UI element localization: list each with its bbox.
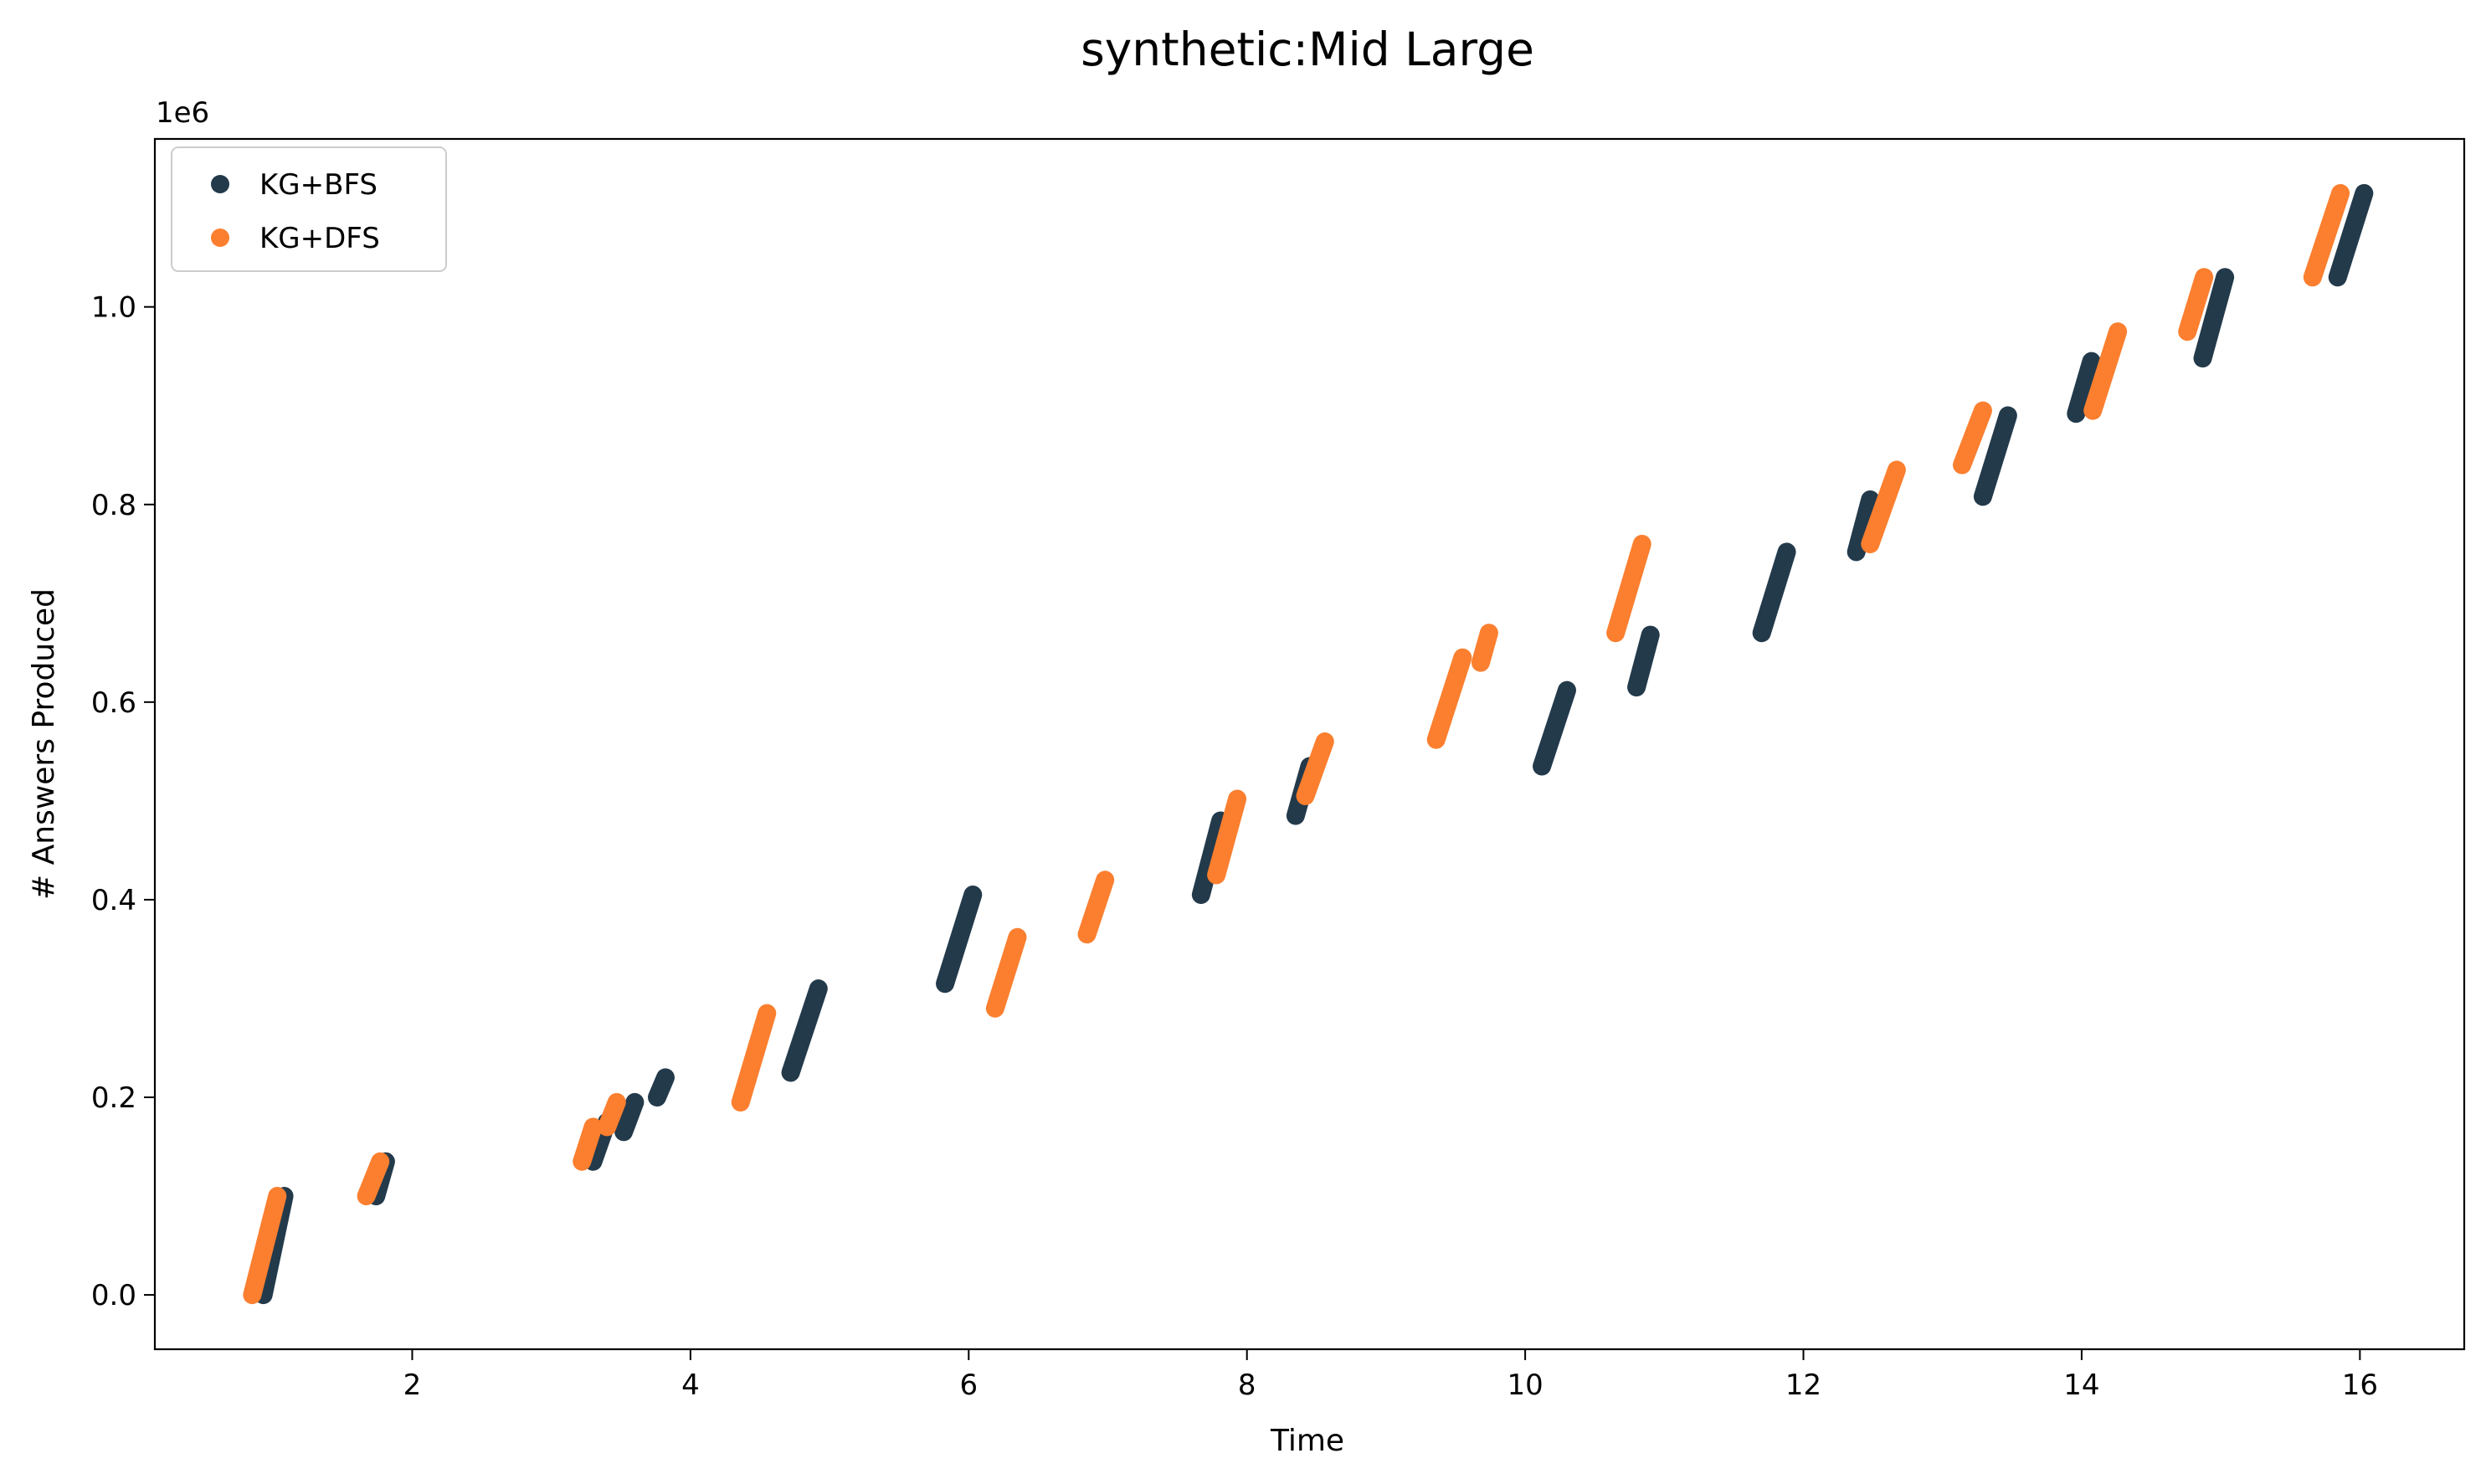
x-tick-label: 16 [2342, 1368, 2378, 1402]
x-axis-ticks: 2 4 6 8 10 12 14 16 [403, 1349, 2378, 1402]
legend: KG+BFS KG+DFS [171, 146, 447, 272]
data-point-run [1191, 811, 1230, 905]
series-kg-dfs [243, 183, 2350, 1305]
x-tick-label: 4 [681, 1368, 700, 1402]
y-axis-ticks: 0.0 0.2 0.4 0.6 0.8 1.0 [91, 291, 155, 1312]
data-point-run [2303, 183, 2350, 287]
data-point-run [1606, 534, 1651, 643]
data-point-run [1973, 406, 2017, 506]
data-point-run [1471, 624, 1498, 672]
plot-area [153, 137, 2466, 1351]
legend-label-kg-dfs: KG+DFS [259, 222, 380, 255]
y-axis-label: # Answers Produced [27, 588, 61, 900]
y-tick-label: 0.0 [91, 1279, 136, 1312]
y-tick-label: 0.8 [91, 489, 136, 522]
data-point-run [936, 886, 983, 994]
data-point-run [357, 1152, 390, 1206]
data-point-run [2328, 183, 2374, 287]
legend-marker-kg-dfs [211, 229, 229, 247]
x-tick-label: 12 [1785, 1368, 1821, 1402]
data-point-run [2193, 268, 2235, 368]
legend-box [171, 146, 447, 272]
y-axis-offset-label: 1e6 [156, 96, 209, 130]
chart-title: synthetic:Mid Large [1081, 23, 1534, 76]
data-point-run [1752, 542, 1796, 643]
data-point-run [985, 927, 1027, 1018]
x-tick-label: 14 [2063, 1368, 2099, 1402]
data-point-run [1296, 732, 1334, 805]
x-tick-label: 8 [1238, 1368, 1256, 1402]
data-point-run [614, 1092, 645, 1142]
y-tick-label: 0.2 [91, 1081, 136, 1115]
data-point-run [2067, 352, 2101, 424]
data-point-run [598, 1092, 626, 1137]
axes-frame [153, 137, 2466, 1351]
data-point-run [1077, 870, 1115, 944]
data-point-run [573, 1117, 603, 1171]
data-point-run [647, 1068, 675, 1107]
y-tick-label: 1.0 [91, 291, 136, 325]
data-point-run [1953, 401, 1992, 475]
data-point-run [781, 979, 828, 1082]
data-point-run [2178, 268, 2214, 341]
y-tick-label: 0.4 [91, 884, 136, 917]
data-point-run [2083, 322, 2128, 420]
x-axis-label: Time [1270, 1424, 1344, 1458]
legend-marker-kg-bfs [211, 175, 229, 193]
data-point-run [1426, 648, 1472, 749]
x-tick-label: 6 [959, 1368, 978, 1402]
legend-label-kg-bfs: KG+BFS [259, 168, 378, 202]
x-tick-label: 2 [403, 1368, 422, 1402]
data-point-run [731, 1004, 777, 1112]
data-point-run [1847, 490, 1880, 562]
data-point-run [1627, 625, 1660, 697]
data-point-run [1533, 680, 1576, 776]
data-point-run [243, 1187, 287, 1305]
series-layer [243, 183, 2374, 1305]
x-tick-label: 10 [1507, 1368, 1543, 1402]
data-point-run [1861, 460, 1906, 553]
data-point-run [1207, 789, 1247, 885]
y-tick-label: 0.6 [91, 686, 136, 720]
series-kg-bfs [254, 183, 2374, 1305]
